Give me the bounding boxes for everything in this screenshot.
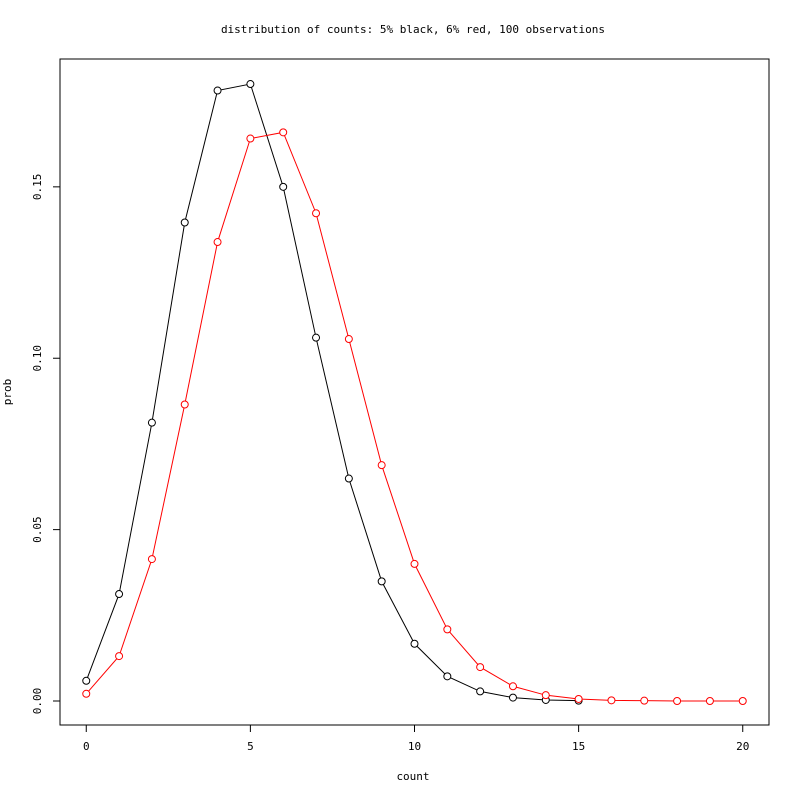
- y-tick-label: 0.15: [31, 174, 44, 201]
- data-point: [213, 86, 222, 95]
- y-tick-label: 0.05: [31, 516, 44, 543]
- data-point: [82, 689, 91, 698]
- data-point: [279, 182, 288, 191]
- x-tick-label: 15: [572, 740, 585, 753]
- data-point: [213, 238, 222, 247]
- data-point: [508, 682, 517, 691]
- data-point: [508, 693, 517, 702]
- chart-title: distribution of counts: 5% black, 6% red…: [221, 23, 605, 36]
- data-point: [574, 694, 583, 703]
- y-tick-label: 0.00: [31, 688, 44, 715]
- y-tick-label: 0.10: [31, 345, 44, 372]
- x-tick-label: 0: [83, 740, 90, 753]
- data-point: [640, 696, 649, 705]
- data-point: [607, 696, 616, 705]
- y-axis-label: prob: [1, 379, 14, 406]
- data-point: [147, 418, 156, 427]
- data-point: [344, 335, 353, 344]
- data-point: [115, 652, 124, 661]
- data-point: [705, 697, 714, 706]
- series-line: [85, 131, 743, 702]
- data-point: [246, 80, 255, 89]
- data-point: [673, 697, 682, 706]
- data-point: [279, 128, 288, 137]
- x-tick-label: 20: [736, 740, 749, 753]
- data-point: [147, 555, 156, 564]
- data-point: [410, 559, 419, 568]
- series-line: [85, 83, 579, 702]
- data-point: [312, 209, 321, 218]
- data-point: [476, 663, 485, 672]
- data-point: [115, 590, 124, 599]
- data-point: [82, 676, 91, 685]
- plot-box: [59, 58, 770, 726]
- data-point: [476, 687, 485, 696]
- x-tick-label: 10: [408, 740, 421, 753]
- data-point: [410, 639, 419, 648]
- x-tick-label: 5: [247, 740, 254, 753]
- x-axis-label: count: [396, 770, 429, 783]
- data-point: [738, 697, 747, 706]
- data-point: [377, 577, 386, 586]
- data-point: [377, 461, 386, 470]
- data-point: [312, 333, 321, 342]
- data-point: [246, 134, 255, 143]
- data-point: [180, 218, 189, 227]
- data-point: [180, 400, 189, 409]
- data-point: [443, 625, 452, 634]
- data-point: [541, 691, 550, 700]
- data-point: [344, 474, 353, 483]
- data-point: [443, 672, 452, 681]
